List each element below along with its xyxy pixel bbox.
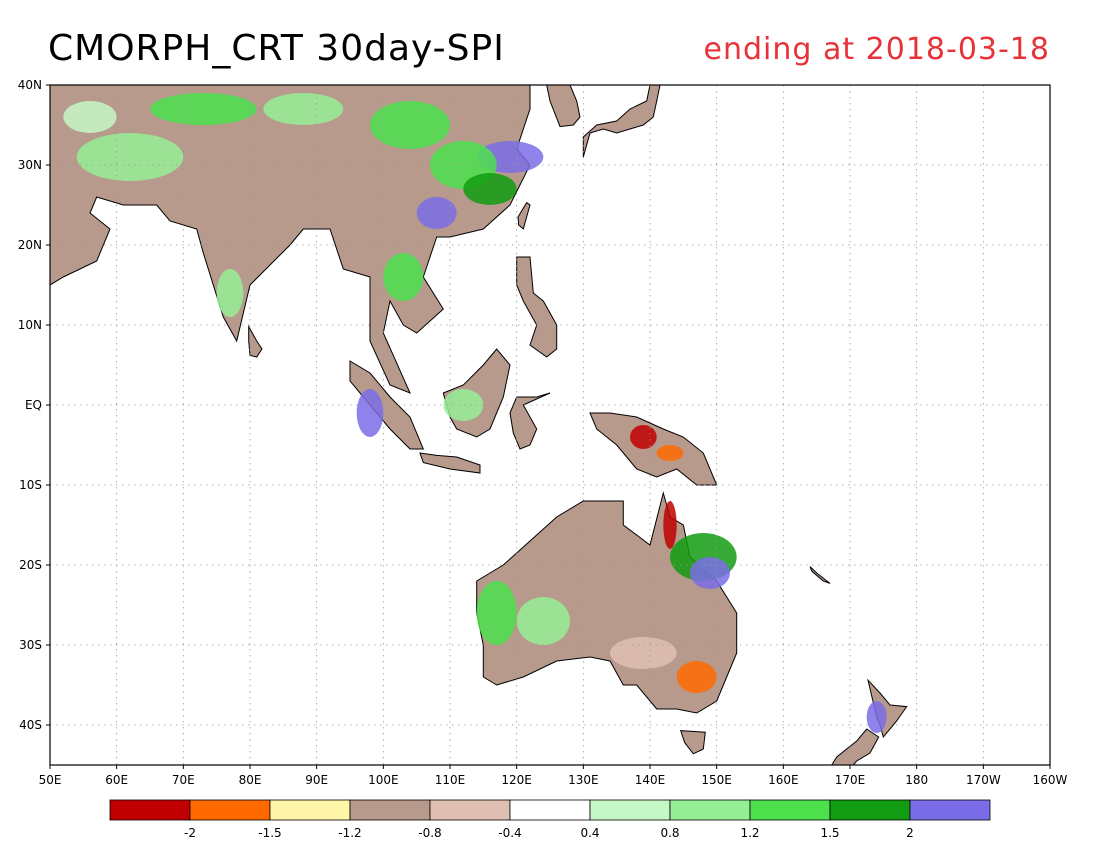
color-legend: -2 -1.5 -1.2 -0.8 -0.4 0.4 0.8 1.2 1.5 2 xyxy=(109,799,991,840)
lon-tick-label: 170E xyxy=(835,773,866,787)
spi-patch xyxy=(63,101,117,133)
legend-swatch xyxy=(109,799,191,821)
spi-patch xyxy=(263,93,344,125)
lon-tick-label: 100E xyxy=(368,773,399,787)
landmass-taiwan xyxy=(517,201,531,230)
legend-swatch xyxy=(349,799,431,821)
lon-tick-label: 180 xyxy=(905,773,928,787)
legend-label: 1.2 xyxy=(740,826,759,840)
lon-tick-label: 130E xyxy=(568,773,599,787)
lat-tick-label: 30S xyxy=(19,638,42,652)
legend-swatch xyxy=(669,799,751,821)
lat-tick-label: 10N xyxy=(18,318,42,332)
legend-label: -2 xyxy=(184,826,196,840)
legend-swatch xyxy=(589,799,671,821)
spi-patch xyxy=(866,701,887,733)
lon-tick-label: 160W xyxy=(1033,773,1068,787)
legend-swatch xyxy=(189,799,271,821)
landmass-sri-lanka xyxy=(248,324,263,358)
lon-tick-label: 140E xyxy=(635,773,666,787)
landmass-philippines xyxy=(516,256,558,358)
axis-ticks: 40N 30N 20N 10N EQ 10S 20S 30S 40S 50E 60E 70E 80E 90… xyxy=(18,78,1068,787)
legend-swatch xyxy=(829,799,911,821)
lon-tick-label: 120E xyxy=(501,773,532,787)
legend-label: -0.4 xyxy=(498,826,521,840)
legend-label: 2 xyxy=(906,826,914,840)
spi-patch xyxy=(216,269,244,317)
legend-label: 0.4 xyxy=(580,826,599,840)
map-title: CMORPH_CRT 30day-SPI xyxy=(48,28,505,69)
map-frame xyxy=(49,84,1051,766)
spi-patch xyxy=(676,661,717,693)
legend-swatch xyxy=(269,799,351,821)
spi-patch xyxy=(150,93,257,125)
lon-tick-label: 50E xyxy=(39,773,62,787)
lat-tick-label: 30N xyxy=(18,158,42,172)
legend-label: -1.5 xyxy=(258,826,281,840)
legend-swatch xyxy=(749,799,831,821)
map-subtitle: ending at 2018-03-18 xyxy=(703,32,1050,67)
spi-patch xyxy=(356,389,384,437)
spi-patch xyxy=(663,501,677,549)
lon-tick-label: 80E xyxy=(239,773,262,787)
lon-tick-label: 70E xyxy=(172,773,195,787)
legend-swatch xyxy=(909,799,991,821)
legend-label: -1.2 xyxy=(338,826,361,840)
spi-patch xyxy=(370,101,450,149)
lon-tick-label: 90E xyxy=(305,773,328,787)
legend-swatch xyxy=(429,799,511,821)
spi-patch xyxy=(476,581,517,645)
legend-label: 1.5 xyxy=(820,826,839,840)
lon-tick-label: 110E xyxy=(435,773,466,787)
legend-swatch xyxy=(509,799,591,821)
lon-tick-label: 150E xyxy=(701,773,732,787)
lat-tick-label: 20S xyxy=(19,558,42,572)
lat-tick-label: 10S xyxy=(19,478,42,492)
lon-tick-label: 60E xyxy=(105,773,128,787)
landmass-tasmania xyxy=(679,730,706,755)
landmass-new-guinea xyxy=(589,412,718,486)
landmass-japan xyxy=(582,85,661,158)
spi-patch xyxy=(383,253,424,301)
landmass-new-caledonia xyxy=(809,566,831,584)
spi-patch xyxy=(610,637,677,669)
spi-patch xyxy=(690,557,730,589)
spi-patch xyxy=(463,173,517,205)
spi-patch xyxy=(76,133,184,181)
spi-patch xyxy=(516,597,570,645)
spi-patch xyxy=(630,425,657,449)
landmass-korea xyxy=(546,85,581,128)
lat-tick-label: 40N xyxy=(18,78,42,92)
lat-tick-label: 40S xyxy=(19,718,42,732)
spi-patch xyxy=(416,197,457,229)
legend-label: -0.8 xyxy=(418,826,441,840)
lon-tick-label: 160E xyxy=(768,773,799,787)
spi-patch xyxy=(656,445,684,461)
legend-label: 0.8 xyxy=(660,826,679,840)
lon-tick-label: 170W xyxy=(966,773,1001,787)
landmass-sulawesi xyxy=(509,392,551,450)
lat-tick-label: EQ xyxy=(25,398,42,412)
spi-patch xyxy=(443,389,484,421)
lat-tick-label: 20N xyxy=(18,238,42,252)
